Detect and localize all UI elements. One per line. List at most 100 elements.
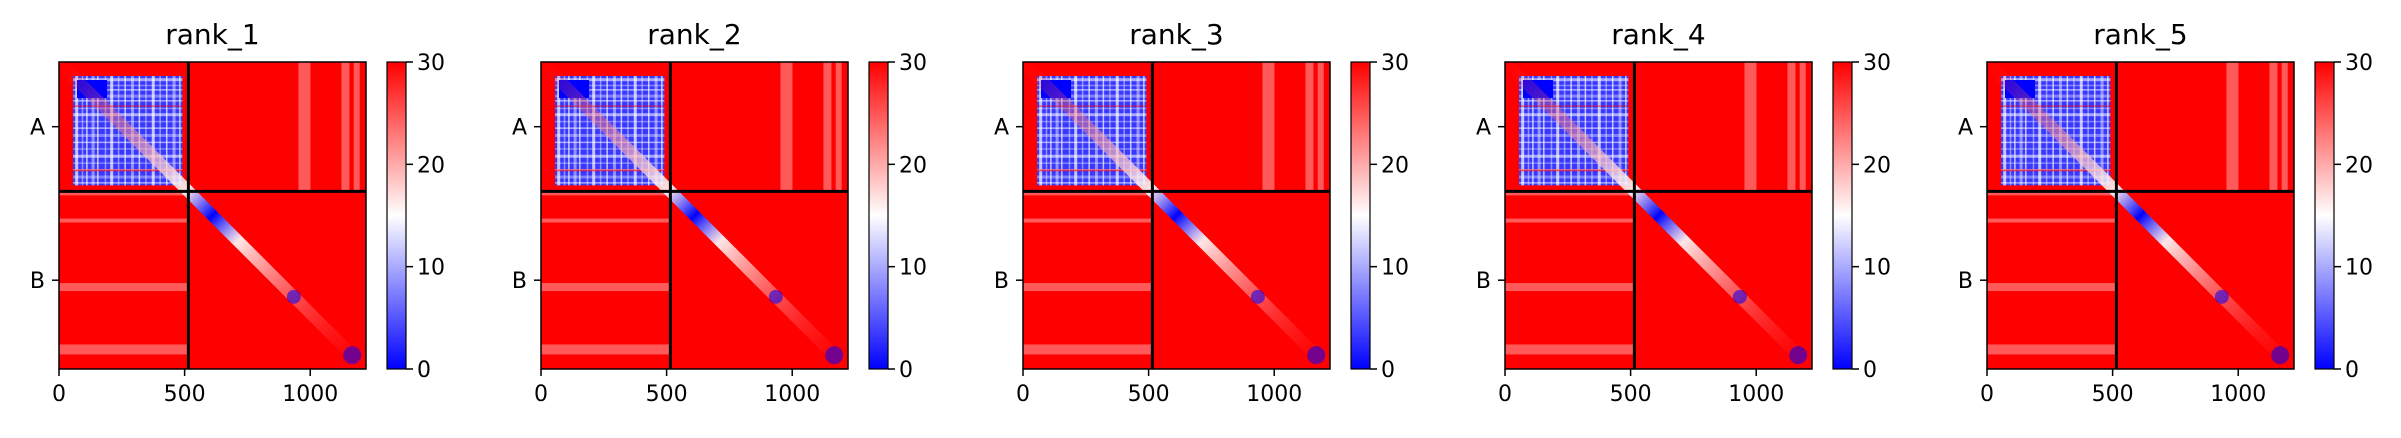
block-a-streak-v bbox=[620, 76, 623, 186]
block-a-streak-v bbox=[1115, 76, 1119, 186]
colorbar-tick-label: 30 bbox=[899, 51, 927, 76]
block-a-streak-v bbox=[1102, 76, 1105, 186]
block-a-streak-h bbox=[1037, 120, 1147, 123]
block-a-streak-h bbox=[2001, 141, 2111, 144]
panel-title: rank_3 bbox=[1129, 18, 1223, 51]
panel-title: rank_4 bbox=[1611, 18, 1705, 51]
diagonal-domain bbox=[1307, 346, 1326, 365]
interchain-stripe-v bbox=[1317, 62, 1324, 192]
block-a-streak-v bbox=[1532, 76, 1534, 186]
panel-title: rank_5 bbox=[2093, 18, 2187, 51]
block-a-streak-v bbox=[1556, 76, 1560, 186]
heatmap bbox=[1023, 62, 1330, 369]
x-tick-label: 500 bbox=[646, 382, 688, 407]
colorbar: 0 10 20 30 bbox=[386, 51, 445, 383]
block-a-streak-v bbox=[1537, 76, 1541, 186]
block-a-red-line bbox=[2001, 169, 2111, 172]
colorbar-tick-label: 10 bbox=[1381, 256, 1409, 281]
block-a-streak-v bbox=[1143, 76, 1145, 186]
block-a-streak-h bbox=[1519, 89, 1629, 91]
x-tick-label: 1000 bbox=[1728, 382, 1784, 407]
block-a-streak-v bbox=[1081, 76, 1084, 186]
block-a-streak-v bbox=[661, 76, 663, 186]
block-a-streak-h bbox=[555, 84, 665, 87]
block-a-streak-h bbox=[555, 141, 665, 144]
block-a-red-line bbox=[555, 105, 665, 107]
block-a-streak-v bbox=[1521, 76, 1525, 186]
x-tick-label: 500 bbox=[2092, 382, 2134, 407]
block-a-streak-h bbox=[2001, 148, 2111, 150]
block-a-streak-v bbox=[1618, 76, 1622, 186]
block-a-streak-v bbox=[2038, 76, 2042, 186]
heatmap bbox=[1987, 62, 2294, 369]
colorbar-bar bbox=[1832, 61, 1853, 370]
diagonal-domain bbox=[1250, 289, 1265, 304]
x-tick-label: 0 bbox=[52, 382, 66, 407]
colorbar-tick-label: 30 bbox=[1863, 51, 1891, 76]
block-a-streak-v bbox=[1050, 76, 1052, 186]
y-tick-label: B bbox=[1476, 269, 1491, 294]
block-a-streak-h bbox=[73, 120, 183, 123]
diagonal-domain bbox=[1789, 346, 1808, 365]
block-a-streak-h bbox=[1037, 107, 1147, 110]
panel-2: rank_2 0 500 1000 A B 0 10 20 30 bbox=[512, 18, 927, 407]
block-a-streak-h bbox=[1037, 182, 1147, 184]
axes-frame bbox=[1986, 61, 2295, 370]
x-tick-label: 500 bbox=[1610, 382, 1652, 407]
block-a-streak-h bbox=[73, 100, 183, 102]
block-a-streak-v bbox=[647, 76, 650, 186]
block-a-streak-v bbox=[2019, 76, 2023, 186]
block-a-streak-h bbox=[555, 162, 665, 164]
colorbar-tick-label: 10 bbox=[899, 256, 927, 281]
block-a-streak-h bbox=[73, 107, 183, 110]
block-a-streak-h bbox=[73, 162, 183, 164]
block-a-streak-h bbox=[1519, 107, 1629, 110]
block-a-streak-h bbox=[1519, 175, 1629, 179]
block-a-streak-h bbox=[2001, 100, 2111, 102]
y-tick-label: B bbox=[30, 269, 45, 294]
interchain-stripe-h bbox=[1023, 344, 1153, 355]
interchain-stripe-h bbox=[59, 344, 189, 355]
block-a-streak-v bbox=[1597, 76, 1601, 186]
block-a-streak-v bbox=[1563, 76, 1566, 186]
colorbar-tick-label: 0 bbox=[899, 358, 913, 383]
block-a-streak-v bbox=[1591, 76, 1593, 186]
interchain-stripe-h bbox=[1023, 191, 1153, 196]
block-a-streak-v bbox=[2032, 76, 2035, 186]
interchain-stripe-h bbox=[59, 283, 189, 292]
diagonal-domain bbox=[343, 346, 362, 365]
block-a-streak-v bbox=[1074, 76, 1078, 186]
block-a-streak-h bbox=[1519, 94, 1629, 98]
block-a-streak-v bbox=[2100, 76, 2104, 186]
x-tick-label: 1000 bbox=[282, 382, 338, 407]
block-a-streak-h bbox=[1037, 154, 1147, 158]
block-a-streak-h bbox=[1519, 148, 1629, 150]
colorbar: 0 10 20 30 bbox=[1832, 51, 1891, 383]
block-a-streak-h bbox=[1037, 94, 1147, 98]
interchain-stripe-h bbox=[1505, 344, 1635, 355]
block-a-streak-h bbox=[73, 141, 183, 144]
block-a-streak-h bbox=[2001, 113, 2111, 117]
block-a-streak-v bbox=[2066, 76, 2069, 186]
block-a-streak-v bbox=[2073, 76, 2075, 186]
diagonal-domain bbox=[768, 289, 783, 304]
block-a-streak-v bbox=[165, 76, 168, 186]
block-a-streak-v bbox=[97, 76, 99, 186]
block-a-streak-h bbox=[1037, 89, 1147, 91]
block-a-streak-h bbox=[2001, 94, 2111, 98]
block-a-streak-h bbox=[1519, 182, 1629, 184]
interchain-stripe-v bbox=[835, 62, 842, 192]
block-a-streak-h bbox=[1519, 162, 1629, 164]
block-a-streak-h bbox=[555, 89, 665, 91]
block-a-streak-v bbox=[557, 76, 561, 186]
block-a-red-line bbox=[73, 169, 183, 172]
block-a-streak-h bbox=[555, 154, 665, 158]
colorbar-tick-label: 20 bbox=[1863, 153, 1891, 178]
interchain-stripe-v bbox=[1799, 62, 1806, 192]
block-a-streak-h bbox=[1037, 84, 1147, 87]
block-a-streak-v bbox=[2014, 76, 2016, 186]
block-a-red-line bbox=[1037, 105, 1147, 107]
block-a-streak-v bbox=[86, 76, 88, 186]
block-a-streak-h bbox=[2001, 162, 2111, 164]
block-a-streak-h bbox=[555, 113, 665, 117]
